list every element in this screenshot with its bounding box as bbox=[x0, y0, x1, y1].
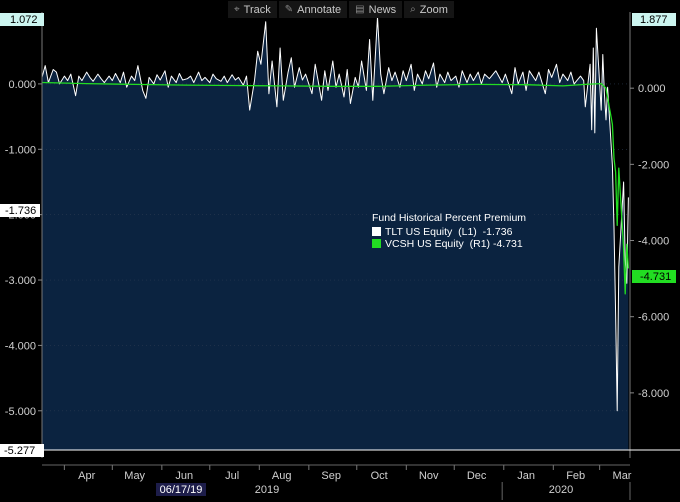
month-label-feb: Feb bbox=[566, 470, 585, 482]
legend-background bbox=[367, 207, 532, 251]
vcsh-series-line bbox=[41, 81, 630, 295]
legend: Fund Historical Percent Premium TLT US E… bbox=[367, 207, 532, 251]
tlt-last-value-badge: -1.736 bbox=[0, 204, 40, 217]
left-tick-label-4: -4.000 bbox=[5, 340, 36, 352]
month-label-mar: Mar bbox=[613, 470, 632, 482]
right-tick-label-3: -6.000 bbox=[638, 312, 669, 324]
right-tick-label-1: -2.000 bbox=[638, 159, 669, 171]
tlt-area-fill bbox=[42, 17, 629, 450]
highlight-date-box bbox=[156, 483, 206, 496]
year-label-2020: 2020 bbox=[549, 484, 573, 496]
legend-swatch-vcsh bbox=[372, 239, 381, 248]
left-tick-label-3: -3.000 bbox=[5, 275, 36, 287]
x-axis: Apr May Jun Jul Aug Sep Oct Nov Dec Jan Feb Mar 06/… bbox=[63, 465, 632, 500]
svg-text:1.877: 1.877 bbox=[640, 14, 668, 26]
vcsh-last-value-badge: -4.731 bbox=[632, 270, 676, 283]
month-label-apr: Apr bbox=[78, 470, 95, 482]
highlight-date-label: 06/17/19 bbox=[160, 484, 203, 496]
right-tick-label-2: -4.000 bbox=[638, 236, 669, 248]
track-button[interactable]: ⌖ Track bbox=[228, 1, 277, 18]
legend-entry-vcsh: VCSH US Equity (R1) -4.731 bbox=[385, 238, 523, 250]
year-label-2019: 2019 bbox=[255, 484, 279, 496]
svg-text:-1.736: -1.736 bbox=[5, 205, 36, 217]
chart-toolbar: ⌖ Track ✎ Annotate ▤ News ⌕ Zoom bbox=[228, 1, 454, 18]
right-tick-label-4: -8.000 bbox=[638, 388, 669, 400]
left-top-badge: 1.072 bbox=[0, 13, 44, 26]
month-label-sep: Sep bbox=[321, 470, 341, 482]
legend-title: Fund Historical Percent Premium bbox=[372, 212, 526, 224]
pencil-icon: ✎ bbox=[284, 4, 294, 15]
svg-text:-4.731: -4.731 bbox=[640, 271, 671, 283]
left-tick-label-0: 0.000 bbox=[8, 79, 36, 91]
right-top-badge: 1.877 bbox=[632, 13, 676, 26]
month-label-nov: Nov bbox=[419, 470, 439, 482]
annotate-label: Annotate bbox=[297, 3, 342, 16]
tlt-series-line bbox=[41, 16, 629, 412]
legend-entry-tlt: TLT US Equity (L1) -1.736 bbox=[385, 226, 513, 238]
month-label-aug: Aug bbox=[272, 470, 292, 482]
left-tick-label-1: -1.000 bbox=[5, 144, 36, 156]
zoom-button[interactable]: ⌕ Zoom bbox=[404, 1, 454, 18]
month-label-oct: Oct bbox=[371, 470, 388, 482]
left-min-badge: -5.277 bbox=[0, 444, 44, 457]
right-tick-label-0: 0.000 bbox=[638, 83, 666, 95]
annotate-button[interactable]: ✎ Annotate bbox=[278, 1, 348, 18]
crosshair-icon: ⌖ bbox=[234, 4, 240, 15]
news-label: News bbox=[368, 3, 397, 16]
month-label-dec: Dec bbox=[467, 470, 487, 482]
track-label: Track bbox=[243, 3, 271, 16]
legend-swatch-tlt bbox=[372, 227, 381, 236]
month-label-may: May bbox=[124, 470, 145, 482]
magnifier-icon: ⌕ bbox=[410, 4, 416, 15]
news-icon: ▤ bbox=[355, 4, 365, 15]
svg-text:1.072: 1.072 bbox=[10, 14, 38, 26]
month-label-jan: Jan bbox=[517, 470, 535, 482]
svg-text:-5.277: -5.277 bbox=[4, 445, 35, 457]
left-tick-label-5: -5.000 bbox=[5, 406, 36, 418]
zoom-label: Zoom bbox=[419, 3, 448, 16]
month-label-jul: Jul bbox=[225, 470, 239, 482]
month-label-jun: Jun bbox=[175, 470, 193, 482]
news-button[interactable]: ▤ News bbox=[349, 1, 403, 18]
